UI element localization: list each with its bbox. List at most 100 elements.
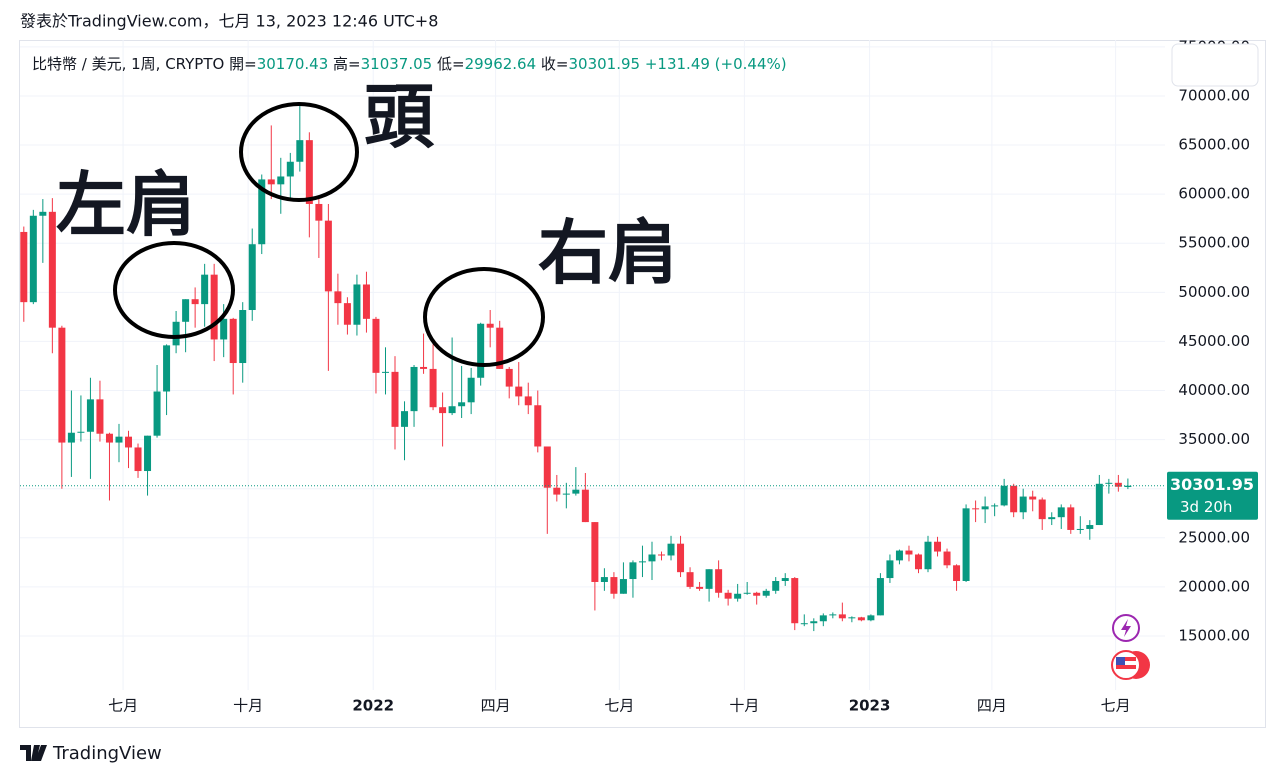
candle-body [381, 371, 389, 373]
candle-body [372, 318, 380, 373]
annotation: 右肩 [538, 212, 678, 294]
candle-body [1086, 525, 1094, 529]
candle-body [543, 446, 551, 488]
x-tick-label: 十月 [233, 697, 263, 715]
candle-body [1010, 485, 1018, 513]
candle-body [105, 433, 113, 443]
candle-body [876, 578, 884, 616]
candle-body [791, 578, 799, 624]
annotation: 頭 [364, 76, 435, 158]
candle-body [724, 592, 732, 599]
candle-body [1048, 517, 1056, 520]
candle-body [448, 406, 456, 414]
y-tick-label: 35000.00 [1178, 430, 1250, 448]
candle-body [743, 592, 751, 594]
candle-body [467, 377, 475, 403]
y-tick-label: 15000.00 [1178, 626, 1250, 644]
candle-body [610, 577, 618, 594]
candle-body [658, 554, 666, 556]
candle-body [972, 508, 980, 510]
y-tick-label: 50000.00 [1178, 283, 1250, 301]
candle-body [248, 244, 256, 311]
candle-body [220, 318, 228, 340]
header: 發表於TradingView.com，七月 13, 2023 12:46 UTC… [20, 12, 438, 31]
side-icons [1111, 614, 1150, 680]
last-price-label: 30301.95 [1170, 475, 1254, 494]
candle-body [401, 411, 409, 427]
y-tick-label: 70000.00 [1178, 86, 1250, 104]
ohlc-label: 低= [437, 55, 465, 73]
candle-body [201, 274, 209, 305]
candle-body [20, 231, 28, 303]
candle-body [29, 215, 37, 303]
candle-body [962, 508, 970, 581]
candle-body [619, 579, 627, 594]
candle-body [715, 569, 723, 593]
brand-name: TradingView [52, 743, 162, 764]
candle-body [134, 447, 142, 472]
candle-body [1114, 482, 1122, 487]
candle-body [515, 386, 523, 397]
y-tick-label: 25000.00 [1178, 528, 1250, 546]
candle-body [819, 615, 827, 622]
candle-body [58, 327, 66, 443]
candle-body [172, 321, 180, 346]
candle-body [934, 541, 942, 552]
candle-body [829, 614, 837, 616]
x-tick-label: 七月 [604, 697, 634, 715]
lightning-glyph [1121, 619, 1131, 637]
candle-body [229, 318, 237, 364]
candle-body [667, 543, 675, 556]
ohlc-label: 收= [541, 55, 569, 73]
candle-body [886, 560, 894, 579]
change: +131.49 (+0.44%) [645, 55, 787, 73]
candle-body [800, 623, 808, 625]
candle-body [1105, 482, 1113, 484]
candle-body [163, 345, 171, 392]
legend: 比特幣 / 美元, 1周, CRYPTO 開=30170.43 高=31037.… [32, 55, 787, 73]
candle-body [924, 541, 932, 570]
candle-body [286, 161, 294, 177]
candle-body [77, 431, 85, 433]
legend-row: 比特幣 / 美元, 1周, CRYPTO 開=30170.43 高=31037.… [32, 55, 787, 73]
candle-body [781, 578, 789, 581]
candle-body [305, 140, 313, 204]
ohlc-value: 29962.64 [465, 55, 537, 73]
candle-body [638, 561, 646, 563]
candle-body [410, 366, 418, 412]
y-tick-label: 45000.00 [1178, 332, 1250, 350]
candle-body [648, 554, 656, 562]
candle-body [1019, 496, 1027, 513]
annotation: 左肩 [56, 164, 196, 246]
candle-body [86, 399, 94, 432]
x-tick-label: 四月 [481, 697, 511, 715]
candle-body [677, 543, 685, 573]
candle-body [39, 211, 47, 216]
chart-frame [19, 40, 1266, 728]
candle-body [258, 179, 266, 245]
circle-left-shoulder [113, 241, 235, 339]
candle-body [810, 621, 818, 624]
candle-body [600, 577, 608, 582]
candle-body [496, 327, 504, 369]
candle-body [115, 436, 123, 443]
candle-body [772, 580, 780, 591]
ohlc-value: 30301.95 [569, 55, 641, 73]
candle-body [686, 572, 694, 587]
candle-body [572, 489, 580, 494]
candle-body [734, 593, 742, 599]
brand-logo: TradingView [20, 743, 162, 764]
ohlc-label: 開= [229, 55, 257, 73]
candle-body [420, 366, 428, 369]
candle-body [191, 299, 199, 305]
candle-body [629, 562, 637, 580]
circle-head [239, 102, 359, 202]
candle-body [867, 615, 875, 621]
ohlc-value: 30170.43 [257, 55, 329, 73]
candle-body [1095, 483, 1103, 526]
candle-body [857, 617, 865, 621]
candle-body [762, 590, 770, 596]
candle-body [1029, 496, 1037, 500]
y-tick-label: 40000.00 [1178, 381, 1250, 399]
